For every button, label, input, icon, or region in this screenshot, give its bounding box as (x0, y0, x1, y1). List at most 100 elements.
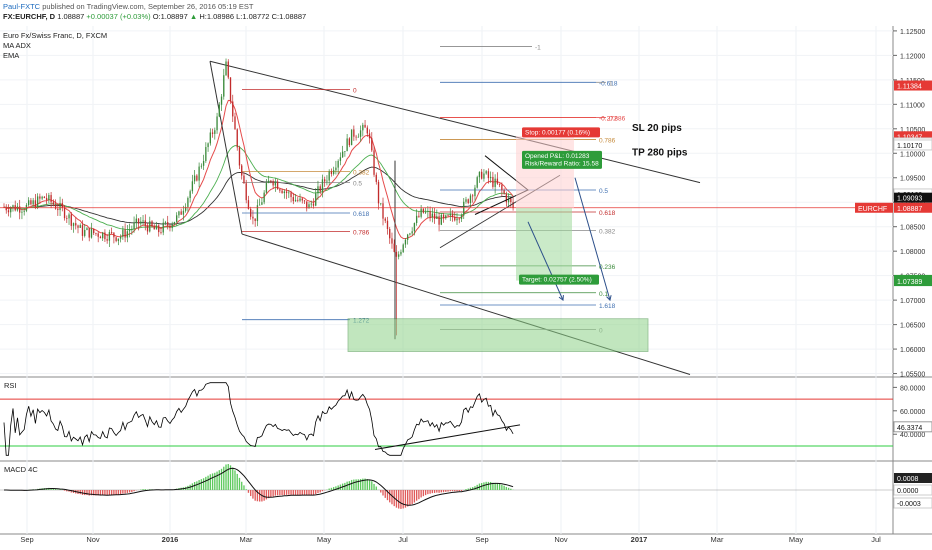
publisher-name[interactable]: Paul-FXTC (3, 2, 41, 11)
time-axis-label: Sep (20, 535, 33, 544)
candle-body (312, 203, 315, 206)
candle-body (88, 228, 90, 238)
candle-body (436, 216, 438, 219)
macd-histogram-bar (110, 490, 113, 495)
price-tick-label: 1.06000 (900, 347, 925, 354)
pl-badge-text: Opened P&L: 0.01283 (525, 153, 590, 160)
macd-histogram-bar (346, 481, 348, 490)
candle-body (350, 129, 353, 146)
macd-histogram-bar (382, 490, 384, 496)
sl-text: SL 20 pips (632, 123, 682, 134)
indicator-ema[interactable]: EMA (3, 51, 20, 60)
macd-histogram-bar (117, 490, 120, 495)
price-change: +0.00037 (+0.03%) (86, 12, 151, 21)
macd-histogram-bar (279, 490, 281, 496)
candle-body (214, 130, 216, 134)
indicator-ma-adx[interactable]: MA ADX (3, 41, 31, 50)
candle-body (70, 214, 72, 226)
macd-value-label: 0.0008 (897, 476, 919, 483)
macd-histogram-bar (330, 487, 333, 490)
fib-level-label: 0.382 (353, 169, 370, 176)
candle-body (171, 224, 173, 229)
macd-histogram-bar (407, 490, 409, 507)
macd-histogram-bar (308, 490, 310, 496)
candle-body (503, 190, 505, 194)
macd-histogram-bar (458, 490, 460, 492)
projected-arrow-long (574, 177, 611, 301)
candle-body (512, 202, 514, 208)
candle-body (290, 192, 292, 198)
candle-body (489, 176, 492, 179)
candle-body (108, 232, 111, 241)
macd-histogram-bar (424, 490, 427, 496)
macd-histogram-bar (115, 490, 117, 495)
candle-body (404, 239, 407, 245)
candle-body (149, 221, 151, 232)
candle-body (420, 208, 422, 217)
candle-body (236, 129, 238, 148)
candle-body (317, 186, 319, 194)
macd-histogram-bar (429, 490, 431, 494)
time-axis-label: Nov (554, 535, 568, 544)
macd-histogram-bar (290, 490, 292, 495)
candle-body (254, 218, 256, 222)
price-badge (894, 276, 932, 287)
rsi-value-label: 46.3374 (897, 425, 922, 432)
candle-body (258, 204, 261, 206)
candle-body (75, 223, 77, 226)
candle-body (93, 228, 95, 234)
macd-histogram-bar (442, 490, 445, 493)
macd-value-badge (893, 484, 932, 496)
macd-histogram-bar (113, 490, 115, 495)
macd-histogram-bar (456, 490, 458, 492)
candle-body (238, 147, 241, 166)
macd-histogram-bar (66, 490, 68, 492)
macd-histogram-bar (52, 488, 55, 490)
candle-body (216, 116, 218, 131)
macd-histogram-bar (294, 490, 297, 496)
macd-histogram-bar (371, 481, 373, 490)
time-axis-label: Sep (475, 535, 488, 544)
candle-body (447, 215, 449, 217)
macd-histogram-bar (398, 490, 400, 509)
macd-histogram-bar (364, 478, 366, 490)
candle-body (505, 193, 508, 203)
candle-body (494, 178, 496, 187)
candle-body (413, 223, 416, 232)
macd-histogram-bar (362, 478, 364, 490)
candle-body (400, 251, 402, 255)
fib-level-label: 0.786 (599, 138, 616, 145)
candle-body (110, 232, 113, 233)
macd-histogram-bar (119, 490, 122, 495)
candle-body (418, 215, 420, 217)
candle-body (265, 183, 268, 193)
candle-body (99, 236, 102, 239)
candle-body (267, 180, 270, 184)
candle-body (52, 202, 55, 205)
candle-body (285, 191, 288, 193)
price-badge-label: 1.09093 (897, 196, 922, 203)
candle-body (362, 124, 364, 131)
candle-body (207, 143, 209, 148)
candle-body (241, 165, 243, 176)
macd-histogram-bar (386, 490, 389, 501)
rsi-line (3, 382, 514, 456)
candle-body (384, 218, 386, 221)
candle-body (59, 203, 61, 211)
macd-histogram-bar (99, 490, 102, 496)
candle-body (498, 183, 501, 185)
macd-histogram-bar (283, 490, 285, 495)
candle-body (128, 230, 131, 232)
macd-histogram-bar (483, 482, 485, 490)
candle-body (84, 229, 86, 236)
candle-body (472, 195, 474, 197)
pl-badge-text: Risk/Reward Ratio: 15.58 (525, 160, 599, 167)
candle-body (137, 218, 140, 224)
macd-histogram-bar (93, 490, 95, 496)
candle-body (19, 206, 21, 213)
price-badge-label: 1.08887 (897, 206, 922, 213)
candle-body (483, 173, 485, 179)
candle-body (232, 101, 234, 117)
